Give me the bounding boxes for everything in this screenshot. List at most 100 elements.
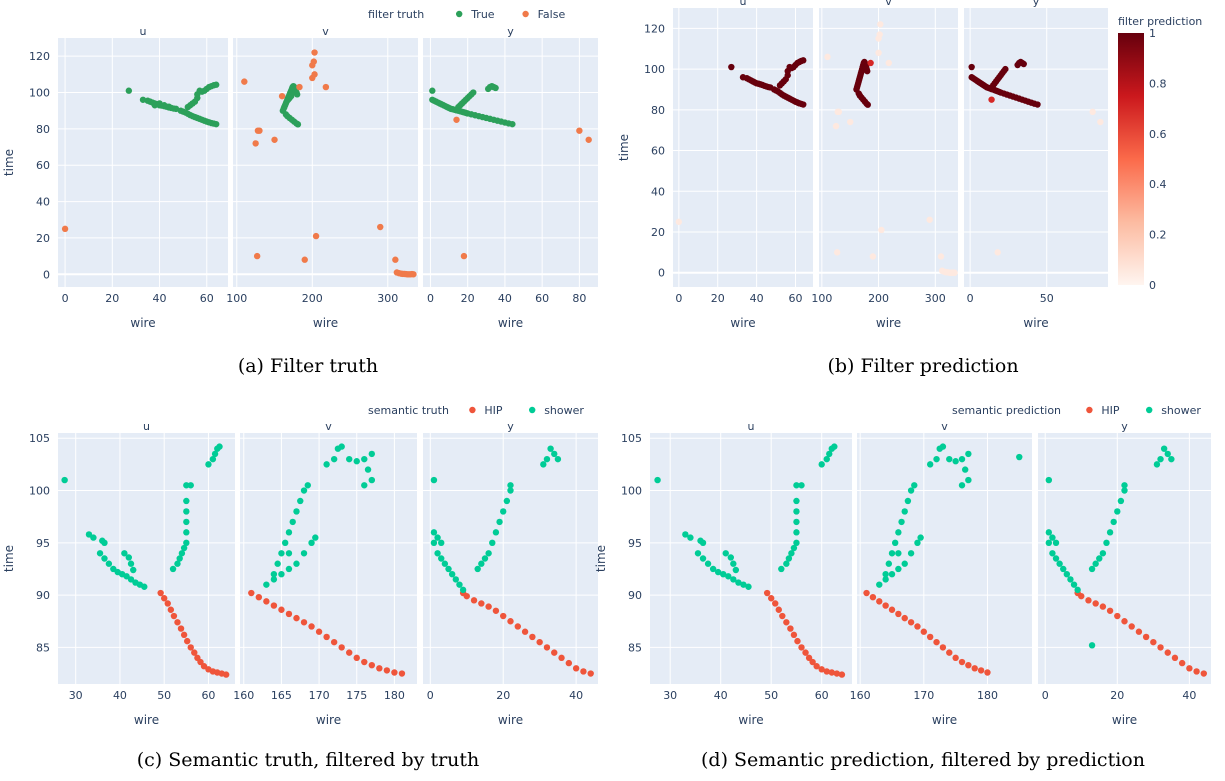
legend-title: semantic truth [368,404,449,417]
legend-entry: shower [1161,404,1201,417]
point [184,637,191,645]
x-tick-label: 20 [461,292,475,305]
point [330,455,338,463]
point [270,576,278,583]
x-axis-label: wire [498,713,523,727]
plot-area [857,433,1032,684]
panel-title: v [941,420,948,433]
colorbar-tick-label: 0.6 [1149,128,1167,141]
point [429,87,436,94]
point [1078,592,1085,600]
point [565,659,573,667]
point [714,568,722,576]
point [183,518,190,526]
point [368,661,376,669]
point [547,445,554,452]
point [709,565,717,573]
point [1089,108,1096,116]
point [813,663,820,670]
point [1056,560,1063,567]
x-tick-label: 20 [496,689,510,702]
x-tick-label: 100 [226,292,247,305]
point [1164,450,1171,458]
point [1193,668,1200,675]
plot-area [240,433,417,684]
point [127,560,135,567]
caption-b: (b) Filter prediction [827,355,1018,377]
x-tick-label: 40 [153,292,167,305]
point [289,518,296,526]
legend-marker [522,10,529,18]
x-axis-label: wire [876,316,901,330]
point [452,576,460,583]
panel-v: 160 165 170 175 180 v wire [233,420,417,727]
x-tick-label: 80 [572,292,586,305]
panel-y: 0 20 40 60 80 y wire [423,25,598,330]
point [772,600,779,607]
point [346,455,353,463]
x-tick-label: 40 [498,292,512,305]
x-tick-label: 20 [105,292,119,305]
point [256,127,263,134]
point [779,612,786,620]
point [1045,529,1053,536]
x-axis-label: wire [130,316,155,330]
point [1200,670,1207,677]
point [988,96,995,103]
point [958,658,966,666]
point [1063,570,1071,578]
point [794,637,801,645]
point [977,667,985,674]
x-tick-label: 40 [113,689,127,702]
panel-title: y [507,420,514,433]
point [383,667,391,674]
point [263,598,270,605]
panel-v: 100 200 300 v wire [811,0,958,330]
point [1085,597,1092,604]
y-axis-label: time [2,545,16,572]
point [398,670,406,677]
x-tick-label: 165 [271,689,292,702]
point [895,550,902,557]
point [514,623,521,630]
point [1128,623,1135,630]
point [346,649,353,656]
point [178,550,186,557]
point [1060,565,1067,573]
plot-area [964,8,1108,287]
point [489,539,496,547]
point [308,623,315,630]
point [430,529,438,536]
point [864,67,871,75]
point [169,565,177,573]
plot-area [673,8,813,287]
point [551,450,558,458]
point [445,565,452,573]
point [187,482,194,489]
point [885,59,892,67]
point [1045,539,1053,547]
point [293,508,300,515]
point [285,550,293,557]
panel-y: 0 50 y wire [964,0,1108,330]
point [939,644,947,651]
point [312,534,319,541]
point [216,443,223,450]
panel-title: y [1121,420,1128,433]
y-tick-label: 120 [644,22,665,35]
x-tick-label: 0 [675,292,682,305]
point [580,668,587,675]
point [1002,65,1009,73]
point [727,554,734,561]
point [722,550,729,557]
point [882,576,889,583]
point [687,534,694,541]
point [110,565,117,573]
point [867,59,874,67]
point [682,531,689,538]
point [177,625,185,632]
point [500,612,507,620]
point [485,603,492,610]
point [901,508,908,515]
